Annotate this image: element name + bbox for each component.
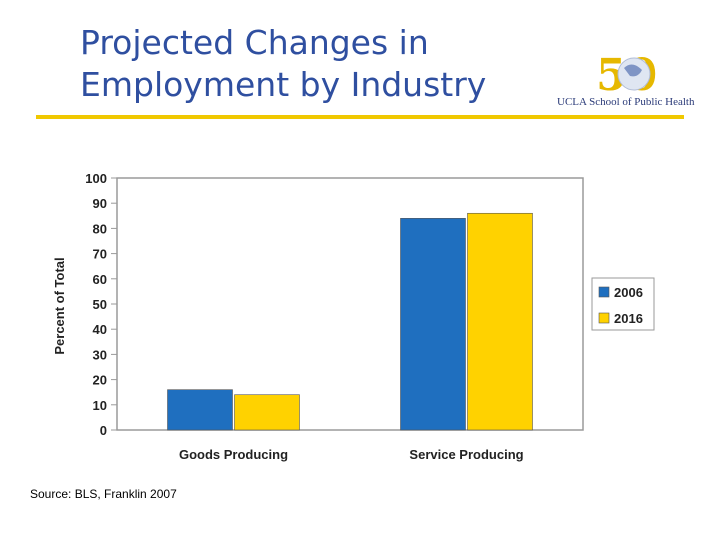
y-tick-label: 90 (93, 196, 107, 211)
y-tick-label: 70 (93, 247, 107, 262)
y-tick-label: 80 (93, 221, 107, 236)
legend-swatch-2006 (598, 286, 610, 298)
bar-2016-goods-producing (234, 394, 300, 431)
bar-2006-service-producing (400, 218, 466, 431)
legend-label-2006: 2006 (614, 285, 643, 300)
y-tick-label: 50 (93, 297, 107, 312)
y-tick-label: 100 (85, 171, 107, 186)
ucla-50-logo-icon: 50 (596, 50, 657, 101)
y-tick-label: 0 (100, 423, 107, 438)
y-tick-label: 20 (93, 373, 107, 388)
y-axis-label: Percent of Total (52, 257, 67, 354)
page-title: Projected Changes in Employment by Indus… (80, 23, 487, 104)
bar-2006-goods-producing (167, 389, 233, 431)
x-category-label: Goods Producing (179, 447, 288, 462)
y-tick-label: 60 (93, 272, 107, 287)
y-tick-label: 30 (93, 347, 107, 362)
source-note: Source: BLS, Franklin 2007 (30, 487, 177, 501)
y-tick-label: 40 (93, 322, 107, 337)
x-category-label: Service Producing (409, 447, 523, 462)
legend-label-2016: 2016 (614, 311, 643, 326)
legend-swatch-2016 (598, 312, 610, 324)
logo-caption: UCLA School of Public Health (557, 96, 695, 108)
bar-2016-service-producing (467, 212, 533, 431)
title-underline (36, 115, 684, 119)
y-tick-label: 10 (93, 398, 107, 413)
